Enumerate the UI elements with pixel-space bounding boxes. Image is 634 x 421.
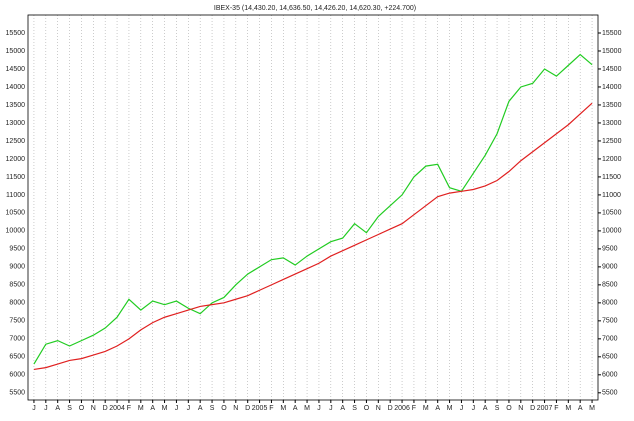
y-tick-label-right: 15000 — [602, 48, 622, 55]
x-tick-label: M — [423, 405, 429, 412]
y-tick-label: 7000 — [9, 336, 25, 343]
y-tick-label: 14500 — [6, 66, 26, 73]
y-tick-label-right: 14000 — [602, 84, 622, 91]
y-tick-label: 13000 — [6, 120, 26, 127]
series-line — [33, 53, 593, 365]
y-tick-label: 11000 — [6, 192, 25, 199]
x-tick-label: A — [435, 405, 440, 412]
y-tick-label: 8500 — [9, 282, 25, 289]
x-tick-label: O — [79, 405, 85, 412]
x-tick-label: D — [388, 405, 393, 412]
x-tick-label: A — [293, 405, 298, 412]
y-tick-label-right: 5500 — [602, 390, 618, 397]
x-tick-label: F — [554, 405, 558, 412]
x-tick-label: A — [55, 405, 60, 412]
y-tick-label: 12000 — [6, 156, 26, 163]
x-tick-label: M — [447, 405, 453, 412]
y-tick-label-right: 7000 — [602, 336, 618, 343]
x-tick-label: S — [210, 405, 215, 412]
x-tick-label: D — [530, 405, 535, 412]
x-tick-label: M — [162, 405, 168, 412]
x-tick-label: M — [304, 405, 310, 412]
x-tick-label: J — [460, 405, 464, 412]
plot-frame — [27, 14, 599, 401]
x-tick-label: N — [376, 405, 381, 412]
x-tick-label: M — [280, 405, 286, 412]
y-tick-label-right: 6000 — [602, 372, 618, 379]
chart-title: IBEX-35 (14,430.20, 14,636.50, 14,426.20… — [214, 5, 416, 12]
y-tick-label: 9000 — [9, 264, 25, 271]
x-tick-label: A — [340, 405, 345, 412]
x-tick-label: N — [518, 405, 523, 412]
y-tick-label-right: 13500 — [602, 102, 622, 109]
y-tick-label: 13500 — [6, 102, 26, 109]
x-tick-label: 2006 — [394, 405, 410, 412]
x-tick-label: F — [412, 405, 416, 412]
x-tick-label: 2007 — [537, 405, 553, 412]
y-tick-label: 6500 — [9, 354, 25, 361]
y-tick-label-right: 8000 — [602, 300, 618, 307]
y-tick-label: 5500 — [9, 390, 25, 397]
y-tick-label: 7500 — [9, 318, 25, 325]
y-tick-label: 15000 — [6, 48, 26, 55]
y-tick-label-right: 10500 — [602, 210, 622, 217]
x-tick-label: M — [138, 405, 144, 412]
y-tick-label: 8000 — [9, 300, 25, 307]
x-tick-label: D — [245, 405, 250, 412]
y-tick-label-right: 9000 — [602, 264, 618, 271]
x-tick-label: S — [495, 405, 500, 412]
x-tick-label: F — [127, 405, 131, 412]
x-tick-label: N — [233, 405, 238, 412]
x-tick-label: S — [352, 405, 357, 412]
x-tick-label: O — [364, 405, 370, 412]
series-line — [33, 102, 593, 371]
y-tick-label: 6000 — [9, 372, 25, 379]
x-tick-label: M — [565, 405, 571, 412]
x-tick-label: O — [506, 405, 512, 412]
x-tick-label: J — [175, 405, 179, 412]
y-tick-label: 12500 — [6, 138, 26, 145]
x-tick-label: A — [578, 405, 583, 412]
y-tick-label-right: 6500 — [602, 354, 618, 361]
x-tick-label: N — [91, 405, 96, 412]
y-tick-label: 15500 — [6, 30, 26, 37]
x-tick-label: S — [67, 405, 72, 412]
x-tick-label: J — [44, 405, 48, 412]
x-tick-label: A — [150, 405, 155, 412]
y-tick-label-right: 9500 — [602, 246, 618, 253]
y-tick-label: 9500 — [9, 246, 25, 253]
y-tick-label: 14000 — [6, 84, 26, 91]
y-tick-label-right: 11500 — [602, 174, 621, 181]
x-tick-label: F — [269, 405, 273, 412]
x-tick-label: A — [483, 405, 488, 412]
y-tick-label-right: 7500 — [602, 318, 618, 325]
y-tick-label-right: 11000 — [602, 192, 621, 199]
x-tick-label: M — [589, 405, 595, 412]
y-tick-label-right: 14500 — [602, 66, 622, 73]
x-tick-label: J — [472, 405, 476, 412]
x-tick-label: 2004 — [109, 405, 125, 412]
x-tick-label: O — [221, 405, 227, 412]
y-tick-label-right: 15500 — [602, 30, 622, 37]
y-tick-label-right: 13000 — [602, 120, 622, 127]
y-tick-label: 11500 — [6, 174, 25, 181]
x-tick-label: J — [187, 405, 191, 412]
y-tick-label-right: 12500 — [602, 138, 622, 145]
y-tick-label: 10500 — [6, 210, 26, 217]
x-tick-label: 2005 — [252, 405, 268, 412]
y-tick-label-right: 8500 — [602, 282, 618, 289]
x-tick-label: J — [317, 405, 321, 412]
y-tick-label: 10000 — [6, 228, 26, 235]
x-tick-label: D — [103, 405, 108, 412]
y-tick-label-right: 10000 — [602, 228, 622, 235]
x-tick-label: A — [198, 405, 203, 412]
x-tick-label: J — [329, 405, 333, 412]
y-tick-label-right: 12000 — [602, 156, 622, 163]
x-tick-label: J — [32, 405, 36, 412]
